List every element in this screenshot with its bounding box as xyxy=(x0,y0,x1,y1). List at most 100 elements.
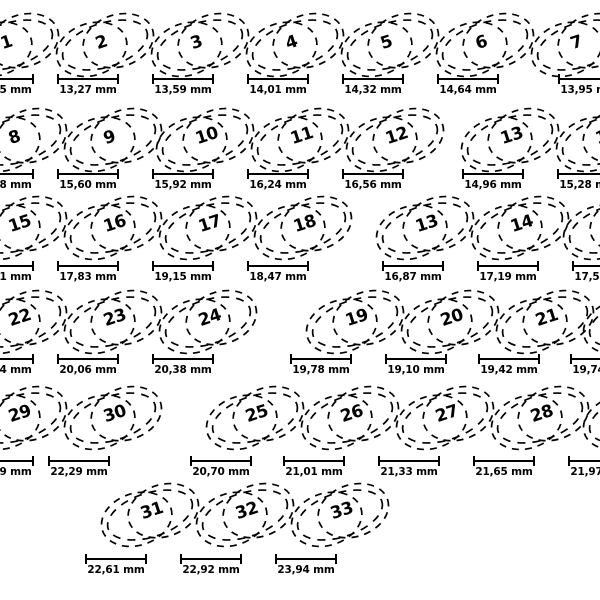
dimension-tick-left xyxy=(283,456,285,466)
dimension-tick-right xyxy=(145,554,147,564)
dimension-line xyxy=(0,354,34,364)
dimension-tick-left xyxy=(378,456,380,466)
dimension-line xyxy=(57,354,119,364)
dimension-tick-left xyxy=(568,456,570,466)
dimension-label: 13,27 mm xyxy=(59,84,117,96)
dimension-label: 20,38 mm xyxy=(154,364,212,376)
dimension-label: 14,64 mm xyxy=(439,84,497,96)
dashed-ellipse-callout-ring xyxy=(495,289,595,355)
dimension-line xyxy=(378,456,440,466)
dimension-line xyxy=(478,354,540,364)
dimension-tick-left xyxy=(152,169,154,179)
dashed-ellipse-callout-ring xyxy=(63,289,163,355)
dimension-tick-right xyxy=(307,169,309,179)
dimension-line xyxy=(247,74,309,84)
dimension-tick-right xyxy=(537,261,539,271)
dimension-label: 14,01 mm xyxy=(249,84,307,96)
dashed-ellipse-callout-ring xyxy=(158,289,258,355)
dimension-tick-right xyxy=(343,456,345,466)
dimension-line xyxy=(473,456,535,466)
dashed-ellipse-callout-ring xyxy=(155,107,255,173)
dimension-line xyxy=(85,554,147,564)
dimension-label: 22,29 mm xyxy=(0,466,32,478)
dashed-ellipse-callout-ring xyxy=(470,195,570,261)
dimension-tick-right xyxy=(442,261,444,271)
dimension-line xyxy=(152,261,214,271)
dimension-tick-left xyxy=(478,354,480,364)
dashed-ellipse-callout-ring xyxy=(150,12,250,78)
dimension-label: 21,01 mm xyxy=(285,466,343,478)
dashed-ellipse-callout-ring xyxy=(400,289,500,355)
dimension-label: 14,96 mm xyxy=(464,179,522,191)
dimension-tick-left xyxy=(57,261,59,271)
dashed-ellipse-callout-ring xyxy=(375,195,475,261)
dimension-tick-left xyxy=(85,554,87,564)
dimension-line xyxy=(48,456,110,466)
dimension-line xyxy=(152,354,214,364)
dimension-tick-right xyxy=(117,169,119,179)
dashed-ellipse-callout-ring xyxy=(340,12,440,78)
dimension-line xyxy=(572,261,600,271)
dimension-label: 19,78 mm xyxy=(292,364,350,376)
dimension-tick-left xyxy=(275,554,277,564)
dimension-tick-right xyxy=(32,169,34,179)
dimension-tick-left xyxy=(382,261,384,271)
dimension-tick-left xyxy=(152,354,154,364)
dimension-line xyxy=(247,261,309,271)
dimension-line xyxy=(385,354,447,364)
dimension-line xyxy=(462,169,524,179)
dimension-tick-left xyxy=(558,74,560,84)
dimension-tick-right xyxy=(117,261,119,271)
dashed-ellipse-callout-ring xyxy=(530,12,600,78)
dashed-ellipse-callout-ring xyxy=(582,296,600,355)
dimension-line xyxy=(57,261,119,271)
dashed-ellipse-callout-ring xyxy=(305,289,405,355)
dimension-line xyxy=(0,261,34,271)
dimension-label: 15,28 mm xyxy=(0,179,32,191)
dimension-tick-left xyxy=(57,354,59,364)
dimension-tick-right xyxy=(212,354,214,364)
dimension-line xyxy=(190,456,252,466)
dashed-ellipse-callout-ring xyxy=(555,107,600,173)
dimension-line xyxy=(570,354,600,364)
dimension-tick-right xyxy=(108,456,110,466)
dimension-tick-right xyxy=(497,74,499,84)
dimension-tick-right xyxy=(438,456,440,466)
dashed-ellipse-callout-ring xyxy=(195,482,295,548)
dimension-tick-left xyxy=(477,261,479,271)
dimension-tick-right xyxy=(117,74,119,84)
dashed-ellipse-callout-ring xyxy=(290,482,390,548)
dimension-tick-left xyxy=(180,554,182,564)
dashed-ellipse-callout-ring xyxy=(0,107,68,173)
dimension-line xyxy=(290,354,352,364)
dimension-tick-right xyxy=(402,74,404,84)
dimension-tick-left xyxy=(247,169,249,179)
dimension-tick-right xyxy=(250,456,252,466)
dimension-tick-right xyxy=(32,456,34,466)
dimension-label: 22,61 mm xyxy=(87,564,145,576)
dimension-tick-left xyxy=(190,456,192,466)
dimension-tick-left xyxy=(437,74,439,84)
dimension-label: 17,51 mm xyxy=(0,271,32,283)
dashed-ellipse-callout-ring xyxy=(63,195,163,261)
dashed-ellipse-callout-ring xyxy=(0,195,68,261)
dimension-tick-right xyxy=(32,74,34,84)
dashed-ellipse-callout-ring xyxy=(0,12,60,78)
dimension-line xyxy=(382,261,444,271)
dimension-line xyxy=(0,74,34,84)
dimension-tick-right xyxy=(307,261,309,271)
dimension-tick-right xyxy=(350,354,352,364)
dimension-tick-right xyxy=(32,354,34,364)
dimension-tick-right xyxy=(335,554,337,564)
dimension-tick-left xyxy=(473,456,475,466)
dimension-label: 23,94 mm xyxy=(277,564,335,576)
dimension-tick-left xyxy=(557,169,559,179)
dimension-tick-left xyxy=(247,261,249,271)
dimension-line xyxy=(247,169,309,179)
dimension-label: 20,70 mm xyxy=(192,466,250,478)
dashed-ellipse-callout-ring xyxy=(490,385,590,451)
dimension-tick-left xyxy=(247,74,249,84)
dimension-tick-left xyxy=(57,169,59,179)
dashed-ellipse-callout-ring xyxy=(253,195,353,261)
dashed-ellipse-callout-ring xyxy=(158,195,258,261)
